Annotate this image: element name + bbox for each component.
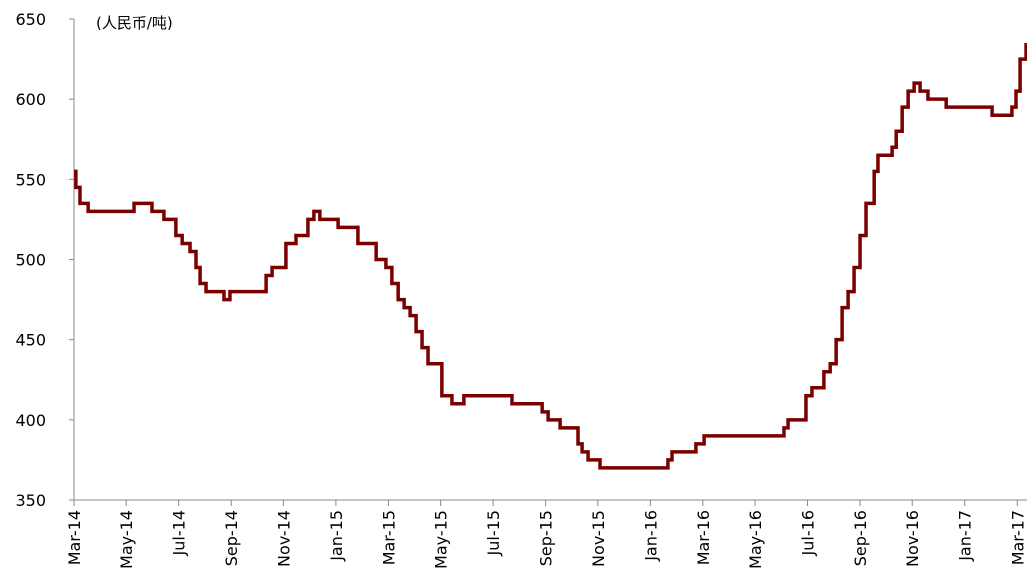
x-tick-label: Jul-15 bbox=[484, 510, 503, 556]
price-line bbox=[74, 43, 1027, 470]
x-tick-label: Jan-15 bbox=[327, 510, 346, 562]
x-tick-label: Jan-17 bbox=[956, 510, 975, 562]
y-tick-label: 550 bbox=[15, 170, 46, 189]
x-tick-label: Jan-16 bbox=[641, 510, 660, 562]
x-tick-label: May-14 bbox=[117, 510, 136, 569]
x-tick-label: Nov-16 bbox=[903, 510, 922, 567]
x-tick-label: Nov-15 bbox=[589, 510, 608, 567]
unit-annotation: (人民币/吨) bbox=[96, 14, 173, 32]
y-tick-label: 600 bbox=[15, 90, 46, 109]
x-tick-label: Mar-14 bbox=[65, 510, 84, 565]
y-tick-label: 350 bbox=[15, 491, 46, 510]
x-tick-label: Nov-14 bbox=[274, 510, 293, 567]
y-tick-label: 400 bbox=[15, 411, 46, 430]
x-tick-label: May-15 bbox=[432, 510, 451, 569]
x-tick-label: Mar-17 bbox=[1008, 510, 1027, 565]
x-tick-label: Mar-15 bbox=[379, 510, 398, 565]
x-tick-label: Jul-16 bbox=[799, 510, 818, 556]
y-tick-label: 450 bbox=[15, 331, 46, 350]
x-tick-label: Sep-15 bbox=[537, 510, 556, 566]
x-tick-label: Sep-14 bbox=[222, 510, 241, 566]
x-tick-label: Sep-16 bbox=[851, 510, 870, 566]
y-tick-label: 650 bbox=[15, 10, 46, 29]
x-tick-label: Jul-14 bbox=[170, 510, 189, 556]
x-tick-label: May-16 bbox=[746, 510, 765, 569]
y-tick-label: 500 bbox=[15, 251, 46, 270]
x-tick-label: Mar-16 bbox=[694, 510, 713, 565]
